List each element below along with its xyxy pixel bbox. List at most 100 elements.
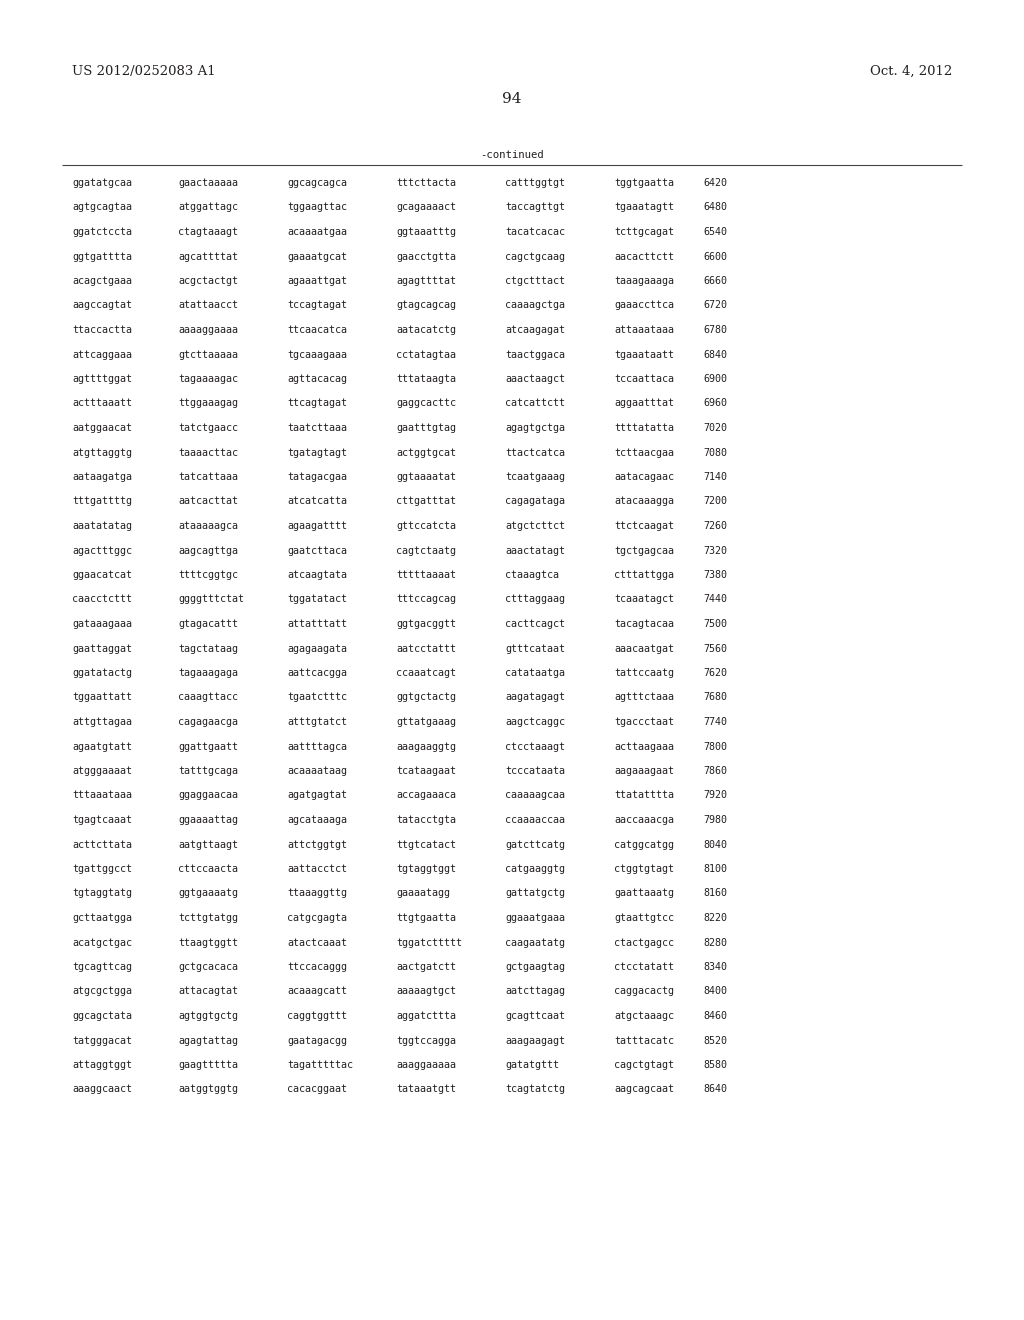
Text: gaactaaaaa: gaactaaaaa [178, 178, 238, 187]
Text: ttgtcatact: ttgtcatact [396, 840, 456, 850]
Text: tatcattaaa: tatcattaaa [178, 473, 238, 482]
Text: aatggtggtg: aatggtggtg [178, 1085, 238, 1094]
Text: 7920: 7920 [703, 791, 727, 800]
Text: ggtaaaatat: ggtaaaatat [396, 473, 456, 482]
Text: tatacctgta: tatacctgta [396, 814, 456, 825]
Text: 8100: 8100 [703, 865, 727, 874]
Text: ttcagtagat: ttcagtagat [287, 399, 347, 408]
Text: agaagatttt: agaagatttt [287, 521, 347, 531]
Text: cttccaacta: cttccaacta [178, 865, 238, 874]
Text: agactttggc: agactttggc [72, 545, 132, 556]
Text: ctttaggaag: ctttaggaag [505, 594, 565, 605]
Text: attcaggaaa: attcaggaaa [72, 350, 132, 359]
Text: 6960: 6960 [703, 399, 727, 408]
Text: ctactgagcc: ctactgagcc [614, 937, 674, 948]
Text: aaaggcaact: aaaggcaact [72, 1085, 132, 1094]
Text: ccaaatcagt: ccaaatcagt [396, 668, 456, 678]
Text: tggtgaatta: tggtgaatta [614, 178, 674, 187]
Text: tggaattatt: tggaattatt [72, 693, 132, 702]
Text: 6660: 6660 [703, 276, 727, 286]
Text: attaggtggt: attaggtggt [72, 1060, 132, 1071]
Text: aatacatctg: aatacatctg [396, 325, 456, 335]
Text: gaacctgtta: gaacctgtta [396, 252, 456, 261]
Text: atattaacct: atattaacct [178, 301, 238, 310]
Text: ggcagcagca: ggcagcagca [287, 178, 347, 187]
Text: aattcacgga: aattcacgga [287, 668, 347, 678]
Text: 8460: 8460 [703, 1011, 727, 1020]
Text: ggtgatttta: ggtgatttta [72, 252, 132, 261]
Text: ttggaaagag: ttggaaagag [178, 399, 238, 408]
Text: agatgagtat: agatgagtat [287, 791, 347, 800]
Text: agaaattgat: agaaattgat [287, 276, 347, 286]
Text: tacagtacaa: tacagtacaa [614, 619, 674, 630]
Text: tggatcttttt: tggatcttttt [396, 937, 462, 948]
Text: ctttattgga: ctttattgga [614, 570, 674, 579]
Text: gaattaggat: gaattaggat [72, 644, 132, 653]
Text: gataaagaaa: gataaagaaa [72, 619, 132, 630]
Text: ttctcaagat: ttctcaagat [614, 521, 674, 531]
Text: aatcacttat: aatcacttat [178, 496, 238, 507]
Text: atgctcttct: atgctcttct [505, 521, 565, 531]
Text: agagtattag: agagtattag [178, 1035, 238, 1045]
Text: gaaaatagg: gaaaatagg [396, 888, 450, 899]
Text: tgaaatagtt: tgaaatagtt [614, 202, 674, 213]
Text: aaaggaaaaa: aaaggaaaaa [396, 1060, 456, 1071]
Text: tcccataata: tcccataata [505, 766, 565, 776]
Text: ccaaaaccaa: ccaaaaccaa [505, 814, 565, 825]
Text: 7980: 7980 [703, 814, 727, 825]
Text: atcatcatta: atcatcatta [287, 496, 347, 507]
Text: 7260: 7260 [703, 521, 727, 531]
Text: catgaaggtg: catgaaggtg [505, 865, 565, 874]
Text: ggattgaatt: ggattgaatt [178, 742, 238, 751]
Text: ttaagtggtt: ttaagtggtt [178, 937, 238, 948]
Text: tacatcacac: tacatcacac [505, 227, 565, 238]
Text: aaaaggaaaa: aaaaggaaaa [178, 325, 238, 335]
Text: 6780: 6780 [703, 325, 727, 335]
Text: tcagtatctg: tcagtatctg [505, 1085, 565, 1094]
Text: 6720: 6720 [703, 301, 727, 310]
Text: gttccatcta: gttccatcta [396, 521, 456, 531]
Text: 94: 94 [502, 92, 522, 106]
Text: aagatagagt: aagatagagt [505, 693, 565, 702]
Text: ggaaatgaaa: ggaaatgaaa [505, 913, 565, 923]
Text: agagtgctga: agagtgctga [505, 422, 565, 433]
Text: tgtaggtggt: tgtaggtggt [396, 865, 456, 874]
Text: ggtgctactg: ggtgctactg [396, 693, 456, 702]
Text: acgctactgt: acgctactgt [178, 276, 238, 286]
Text: 7020: 7020 [703, 422, 727, 433]
Text: ggatctccta: ggatctccta [72, 227, 132, 238]
Text: gcttaatgga: gcttaatgga [72, 913, 132, 923]
Text: aagctcaggc: aagctcaggc [505, 717, 565, 727]
Text: caaagttacc: caaagttacc [178, 693, 238, 702]
Text: 8640: 8640 [703, 1085, 727, 1094]
Text: atactcaaat: atactcaaat [287, 937, 347, 948]
Text: ctaaagtca: ctaaagtca [505, 570, 559, 579]
Text: gaaaatgcat: gaaaatgcat [287, 252, 347, 261]
Text: agttttggat: agttttggat [72, 374, 132, 384]
Text: acttaagaaa: acttaagaaa [614, 742, 674, 751]
Text: tatttacatc: tatttacatc [614, 1035, 674, 1045]
Text: 7140: 7140 [703, 473, 727, 482]
Text: 8160: 8160 [703, 888, 727, 899]
Text: ttgtgaatta: ttgtgaatta [396, 913, 456, 923]
Text: gattatgctg: gattatgctg [505, 888, 565, 899]
Text: cagctgtagt: cagctgtagt [614, 1060, 674, 1071]
Text: 7680: 7680 [703, 693, 727, 702]
Text: ggaaaattag: ggaaaattag [178, 814, 238, 825]
Text: aagccagtat: aagccagtat [72, 301, 132, 310]
Text: aattttagca: aattttagca [287, 742, 347, 751]
Text: tttgattttg: tttgattttg [72, 496, 132, 507]
Text: aaaaagtgct: aaaaagtgct [396, 986, 456, 997]
Text: cacttcagct: cacttcagct [505, 619, 565, 630]
Text: aagcagttga: aagcagttga [178, 545, 238, 556]
Text: tttataagta: tttataagta [396, 374, 456, 384]
Text: aactgatctt: aactgatctt [396, 962, 456, 972]
Text: aatggaacat: aatggaacat [72, 422, 132, 433]
Text: caggacactg: caggacactg [614, 986, 674, 997]
Text: aaatatatag: aaatatatag [72, 521, 132, 531]
Text: 6540: 6540 [703, 227, 727, 238]
Text: aattacctct: aattacctct [287, 865, 347, 874]
Text: gtagacattt: gtagacattt [178, 619, 238, 630]
Text: ggtgacggtt: ggtgacggtt [396, 619, 456, 630]
Text: actggtgcat: actggtgcat [396, 447, 456, 458]
